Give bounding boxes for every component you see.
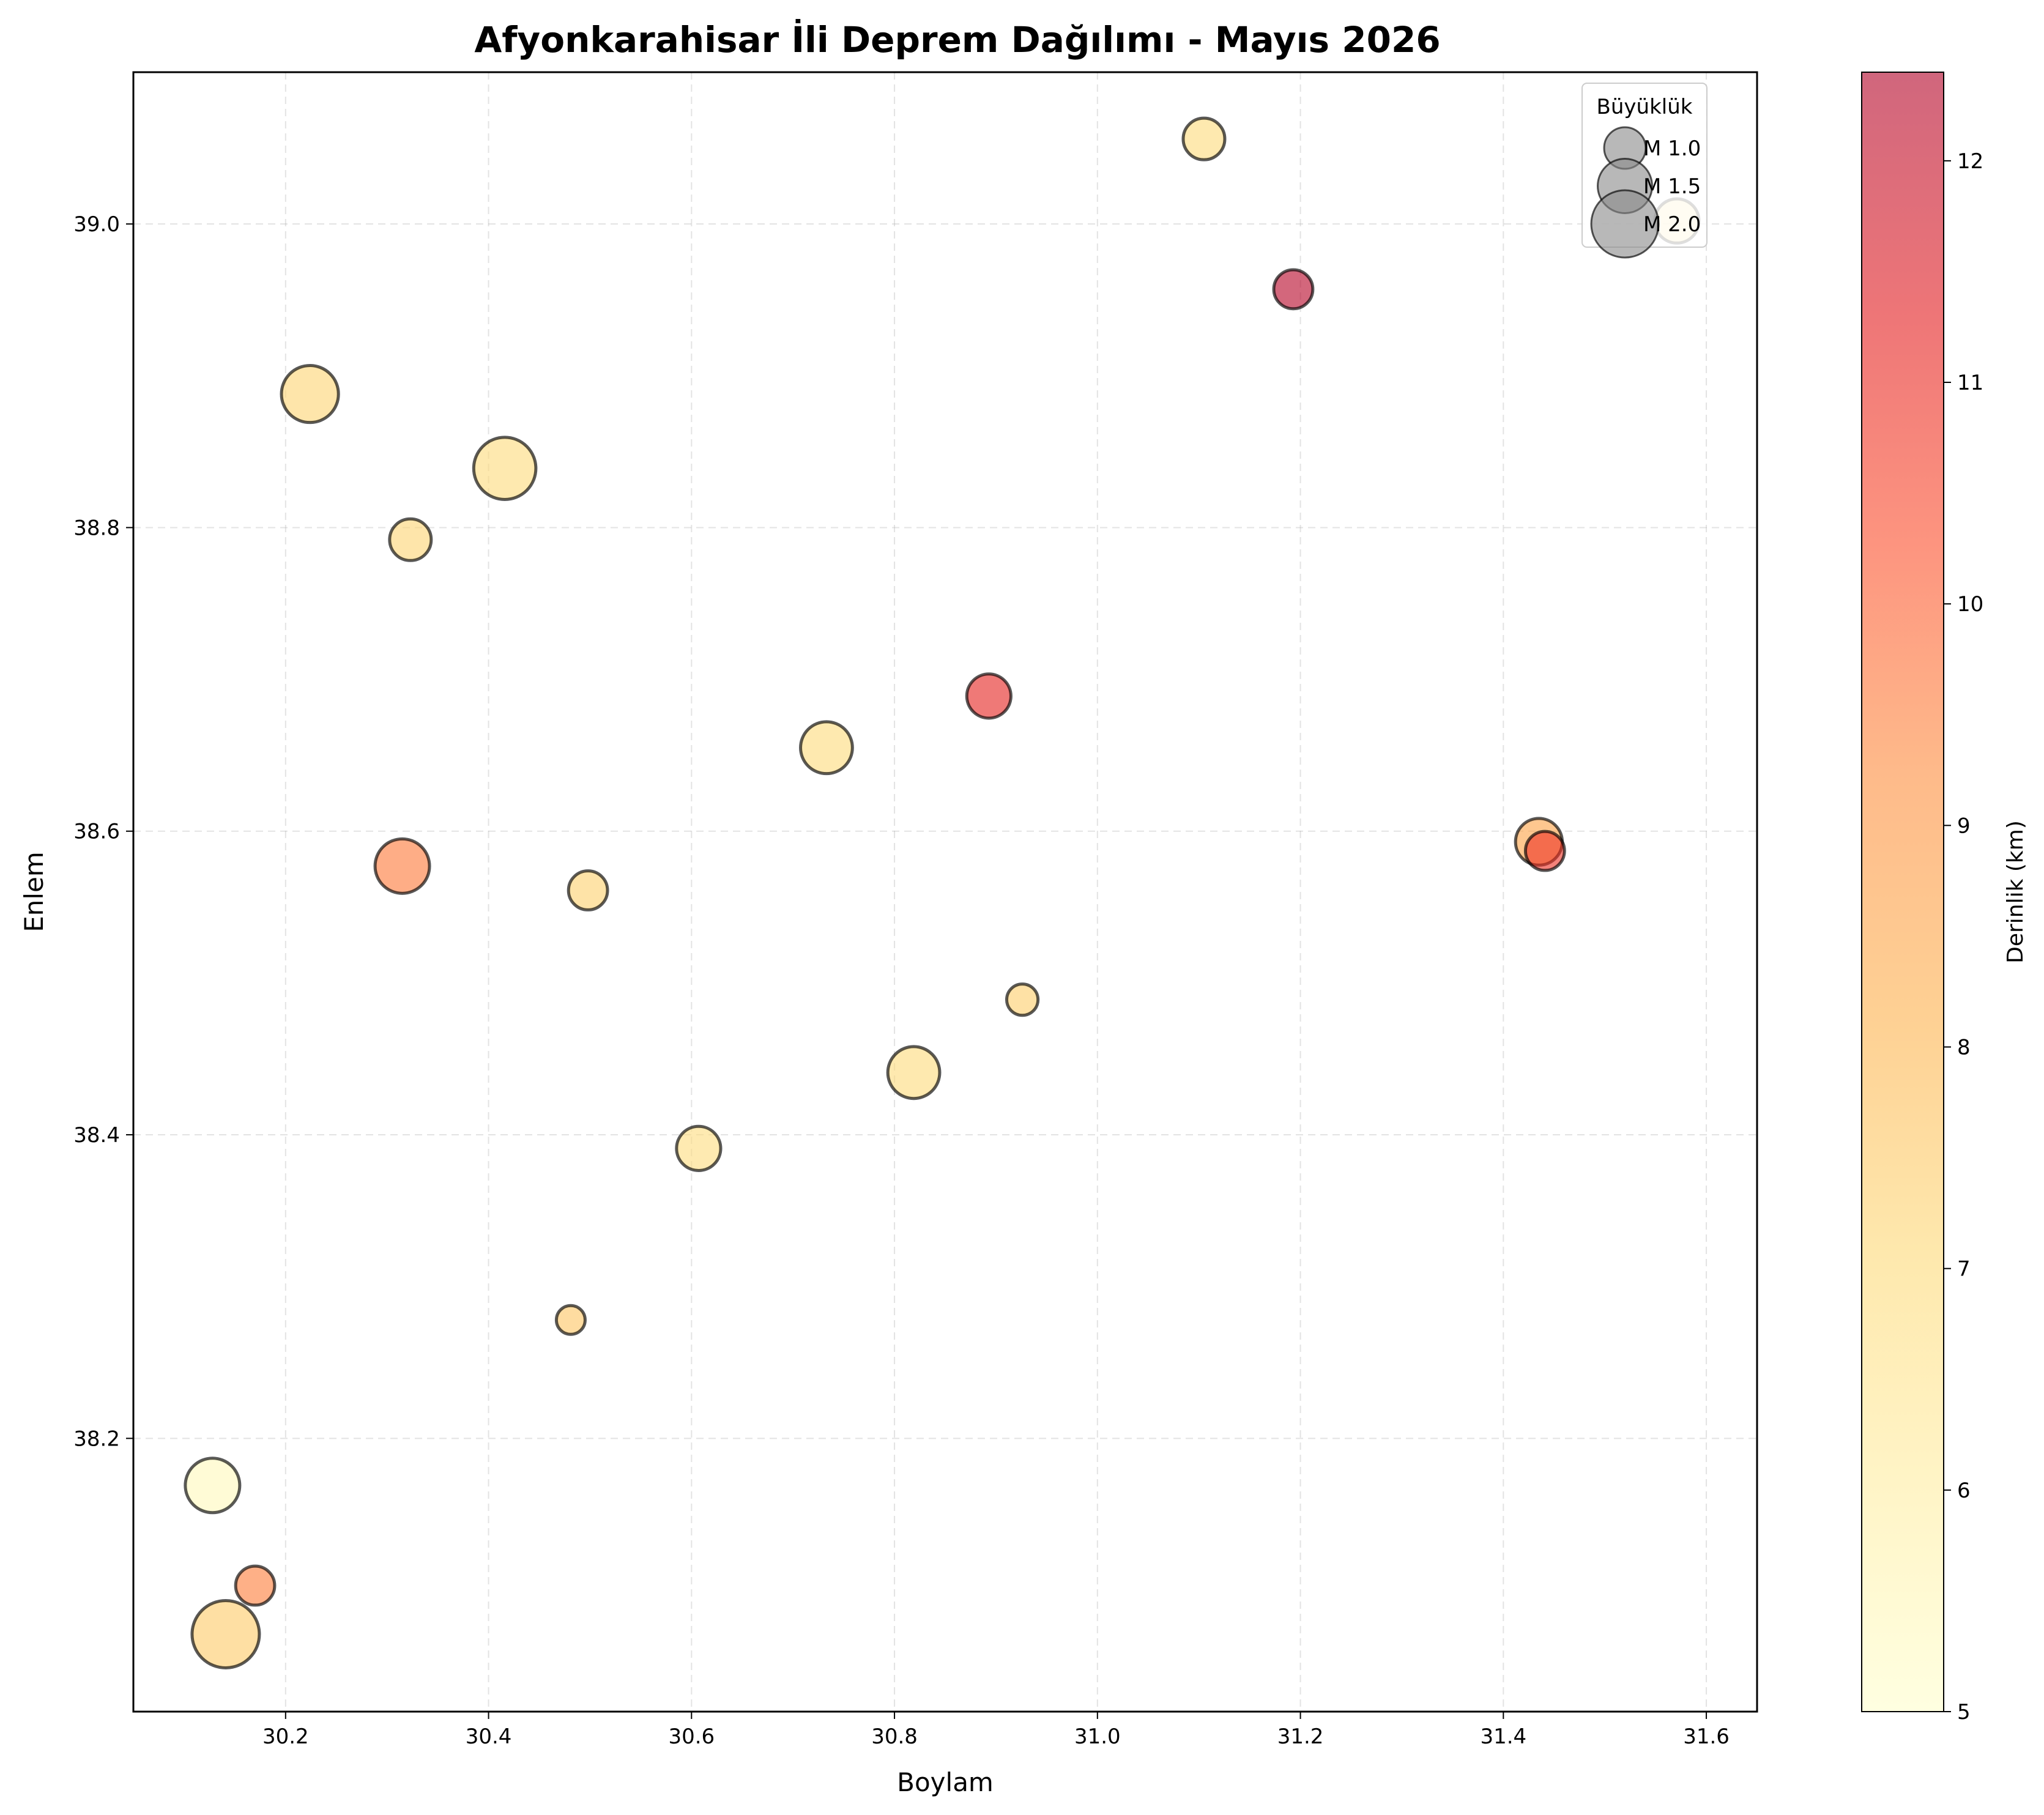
colorbar-tick-label: 7: [1957, 1257, 1971, 1282]
earthquake-point: [675, 1124, 723, 1172]
x-tick-label: 31.4: [1480, 1724, 1526, 1749]
y-axis-label: Enlem: [19, 852, 49, 932]
y-tick-label: 38.6: [73, 820, 120, 844]
earthquake-point: [472, 436, 538, 501]
x-tick-label: 31.2: [1277, 1724, 1324, 1749]
y-tick-label: 39.0: [73, 212, 120, 237]
earthquake-point: [388, 517, 433, 562]
x-tick-label: 30.6: [668, 1724, 715, 1749]
colorbar-tick-label: 11: [1957, 371, 1983, 395]
colorbar-tick-label: 8: [1957, 1036, 1971, 1060]
earthquake-point: [554, 1304, 587, 1336]
colorbar-tick-label: 12: [1957, 149, 1983, 174]
x-tick-label: 30.8: [871, 1724, 918, 1749]
earthquake-point: [886, 1045, 942, 1101]
x-tick-label: 30.4: [466, 1724, 512, 1749]
earthquake-point: [965, 672, 1013, 720]
earthquake-point: [1005, 982, 1040, 1017]
legend-entry-label: M 1.0: [1643, 136, 1701, 161]
legend-entries: M 1.0 M 1.5 M 2.0: [1590, 126, 1701, 259]
chart-title: Afyonkarahisar İli Deprem Dağılımı - May…: [474, 18, 1440, 61]
earthquake-point: [1181, 116, 1227, 161]
legend-entry-label: M 2.0: [1643, 212, 1701, 237]
x-tick-label: 31.0: [1074, 1724, 1121, 1749]
earthquake-point: [184, 1457, 242, 1515]
earthquake-point: [1523, 830, 1566, 872]
colorbar-label: Derinlik (km): [2003, 820, 2028, 963]
y-axis-ticks: 38.2 38.4 38.6 38.8 39.0: [73, 212, 133, 1451]
plot-frame: [132, 71, 1758, 1713]
colorbar: [1861, 72, 1944, 1712]
legend-title: Büyüklük: [1597, 95, 1693, 119]
colorbar-ticks: 5 6 7 8 9 10 11 12: [1944, 149, 1983, 1724]
earthquake-point: [234, 1564, 277, 1607]
legend-marker: [1590, 189, 1660, 259]
colorbar-tick-label: 6: [1957, 1479, 1971, 1503]
legend: Büyüklük M 1.0 M 1.5 M 2.0: [1581, 83, 1708, 259]
x-axis-ticks: 30.2 30.4 30.6 30.8 31.0 31.2 31.4 31.6: [262, 1712, 1730, 1749]
earthquake-point: [280, 363, 340, 425]
x-axis-label: Boylam: [897, 1767, 994, 1797]
earthquake-point: [373, 837, 431, 895]
legend-entry-label: M 1.5: [1643, 174, 1701, 199]
x-tick-label: 30.2: [262, 1724, 309, 1749]
colorbar-tick-label: 10: [1957, 592, 1983, 617]
y-tick-label: 38.4: [73, 1123, 120, 1148]
x-tick-label: 31.6: [1683, 1724, 1730, 1749]
data-points: [184, 116, 1701, 1669]
grid-lines: [133, 72, 1757, 1712]
y-tick-label: 38.8: [73, 516, 120, 540]
y-tick-label: 38.2: [73, 1427, 120, 1451]
colorbar-tick-label: 5: [1957, 1700, 1971, 1724]
earthquake-point: [190, 1598, 261, 1669]
earthquake-point: [799, 720, 854, 776]
earthquake-point: [1272, 268, 1315, 311]
colorbar-tick-label: 9: [1957, 814, 1971, 838]
earthquake-point: [567, 869, 609, 911]
